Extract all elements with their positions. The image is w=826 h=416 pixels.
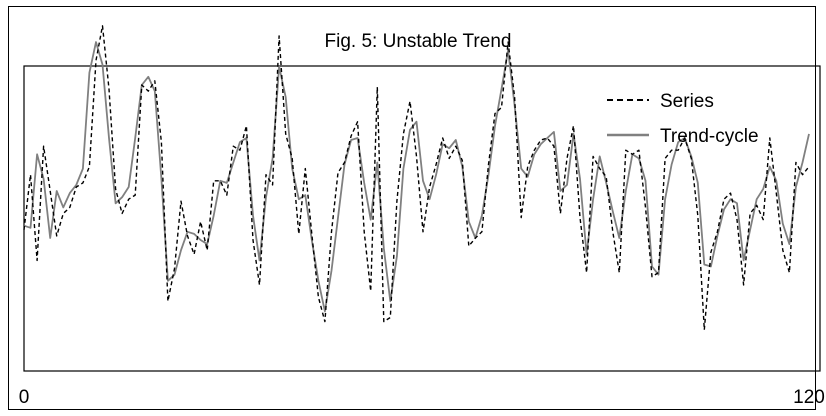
x-tick-label-end: 120 [793, 387, 825, 408]
legend-label-trend-cycle: Trend-cycle [660, 126, 759, 147]
legend-label-series: Series [660, 91, 714, 112]
x-tick-label-start: 0 [19, 387, 30, 408]
chart-title: Fig. 5: Unstable Trend [325, 31, 512, 52]
series-line-series [23, 25, 810, 331]
plot-area [23, 65, 821, 372]
series-line-trend-cycle [23, 41, 810, 313]
chart-frame [8, 6, 816, 410]
legend: Series Trend-cycle [607, 91, 759, 147]
series-layer [23, 25, 810, 331]
